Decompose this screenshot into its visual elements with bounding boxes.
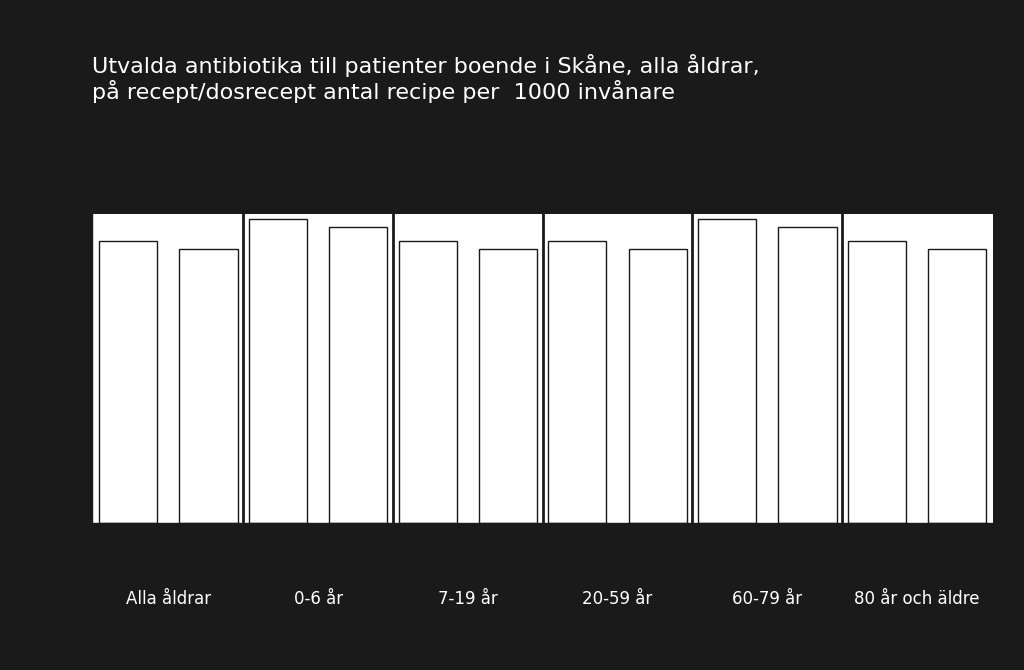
- Text: 60-79 år: 60-79 år: [732, 590, 803, 608]
- Text: 80 år och äldre: 80 år och äldre: [854, 590, 980, 608]
- Bar: [629, 249, 687, 523]
- Bar: [848, 241, 906, 523]
- Bar: [249, 218, 307, 523]
- Bar: [330, 226, 387, 523]
- Text: 20-59 år: 20-59 år: [583, 590, 652, 608]
- Bar: [778, 226, 837, 523]
- Bar: [179, 249, 238, 523]
- Bar: [99, 241, 158, 523]
- Text: Utvalda antibiotika till patienter boende i Skåne, alla åldrar,
på recept/dosrec: Utvalda antibiotika till patienter boend…: [92, 54, 760, 103]
- Text: 7-19 år: 7-19 år: [438, 590, 498, 608]
- Text: 0-6 år: 0-6 år: [294, 590, 343, 608]
- Bar: [698, 218, 756, 523]
- Bar: [928, 249, 986, 523]
- Bar: [398, 241, 457, 523]
- Text: Alla åldrar: Alla åldrar: [126, 590, 211, 608]
- Bar: [548, 241, 606, 523]
- Bar: [479, 249, 538, 523]
